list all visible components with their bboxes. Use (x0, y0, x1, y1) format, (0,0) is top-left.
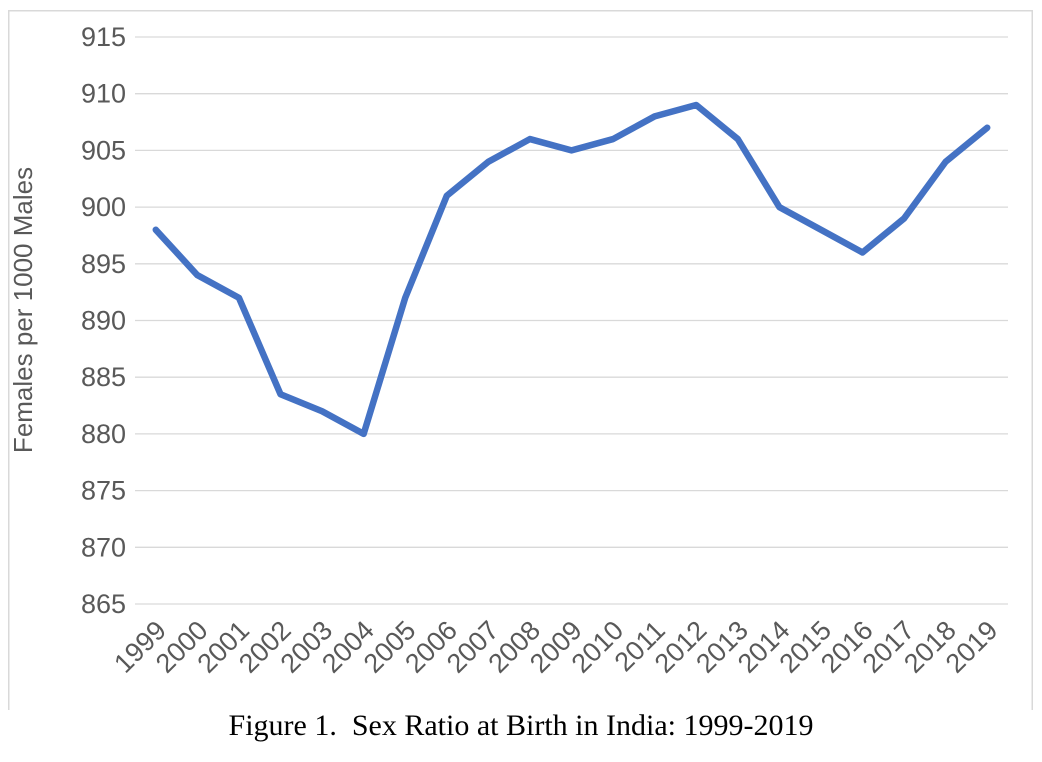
y-tick-label: 885 (81, 362, 126, 392)
y-tick-label: 870 (81, 532, 126, 562)
y-tick-label: 915 (81, 22, 126, 52)
y-tick-label: 880 (81, 419, 126, 449)
y-tick-label: 865 (81, 589, 126, 619)
y-tick-label: 900 (81, 192, 126, 222)
chart-border (8, 10, 1033, 710)
y-axis-title: Females per 1000 Males (8, 167, 38, 453)
y-tick-label: 905 (81, 135, 126, 165)
figure-caption: Figure 1. Sex Ratio at Birth in India: 1… (228, 709, 814, 742)
y-tick-label: 895 (81, 249, 126, 279)
data-line-sex-ratio (152, 101, 991, 438)
y-tick-label: 890 (81, 306, 126, 336)
y-tick-label: 875 (81, 476, 126, 506)
y-tick-label: 910 (81, 79, 126, 109)
